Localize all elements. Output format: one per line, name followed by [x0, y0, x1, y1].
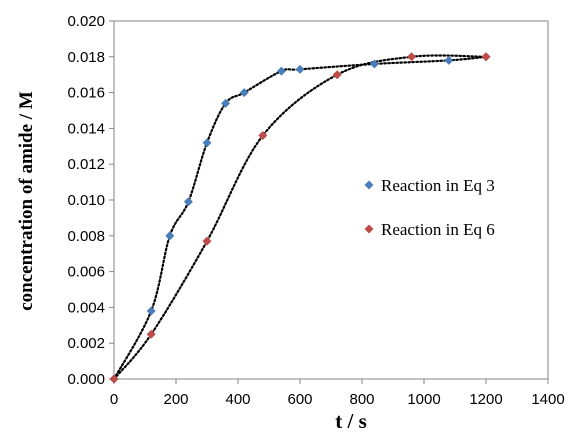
data-point-series-1 — [369, 59, 379, 69]
x-tick-label: 200 — [163, 391, 188, 408]
y-tick-label: 0.018 — [67, 49, 105, 66]
data-point-series-2 — [109, 374, 119, 384]
data-point-series-1 — [444, 55, 454, 65]
legend-marker-reaction-eq-6 — [364, 224, 374, 234]
data-point-series-1 — [165, 231, 175, 241]
data-point-series-2 — [146, 329, 156, 339]
data-points — [109, 52, 491, 384]
data-point-series-1 — [239, 88, 249, 98]
x-tick-label: 400 — [225, 391, 250, 408]
data-point-series-1 — [276, 66, 286, 76]
y-tick-label: 0.016 — [67, 85, 105, 102]
x-tick-label: 1000 — [407, 391, 440, 408]
x-tick-label: 800 — [349, 391, 374, 408]
y-tick-label: 0.014 — [67, 120, 105, 137]
y-tick-label: 0.020 — [67, 13, 105, 30]
y-tick-label: 0.006 — [67, 264, 105, 281]
y-tick-label: 0.008 — [67, 228, 105, 245]
y-tick-label: 0.012 — [67, 156, 105, 173]
data-point-series-1 — [202, 138, 212, 148]
x-tick-label: 0 — [110, 391, 118, 408]
data-point-series-1 — [295, 64, 305, 74]
data-point-series-2 — [407, 52, 417, 62]
y-tick-label: 0.010 — [67, 192, 105, 209]
data-point-series-1 — [183, 197, 193, 207]
data-point-series-2 — [202, 236, 212, 246]
data-point-series-2 — [481, 52, 491, 62]
x-tick-label: 1400 — [531, 391, 564, 408]
trendline-series-1 — [112, 55, 488, 381]
data-point-series-2 — [332, 70, 342, 80]
legend: Reaction in Eq 3 Reaction in Eq 6 — [364, 176, 495, 239]
x-axis-title: t / s — [335, 409, 367, 433]
y-tick-label: 0.004 — [67, 299, 105, 316]
legend-label-reaction-eq-3: Reaction in Eq 3 — [381, 176, 495, 195]
x-tick-label: 600 — [287, 391, 312, 408]
data-point-series-2 — [258, 131, 268, 141]
y-tick-label: 0.002 — [67, 335, 105, 352]
legend-label-reaction-eq-6: Reaction in Eq 6 — [381, 220, 495, 239]
data-point-series-1 — [221, 98, 231, 108]
y-axis-title: concentration of amide / M — [16, 91, 37, 311]
data-point-series-1 — [146, 306, 156, 316]
axes: 0.000 0.002 0.004 0.006 0.008 0.010 0.012 0.014… — [67, 13, 564, 408]
legend-marker-reaction-eq-3 — [364, 180, 374, 190]
x-tick-label: 1200 — [469, 391, 502, 408]
y-tick-label: 0.000 — [67, 371, 105, 388]
